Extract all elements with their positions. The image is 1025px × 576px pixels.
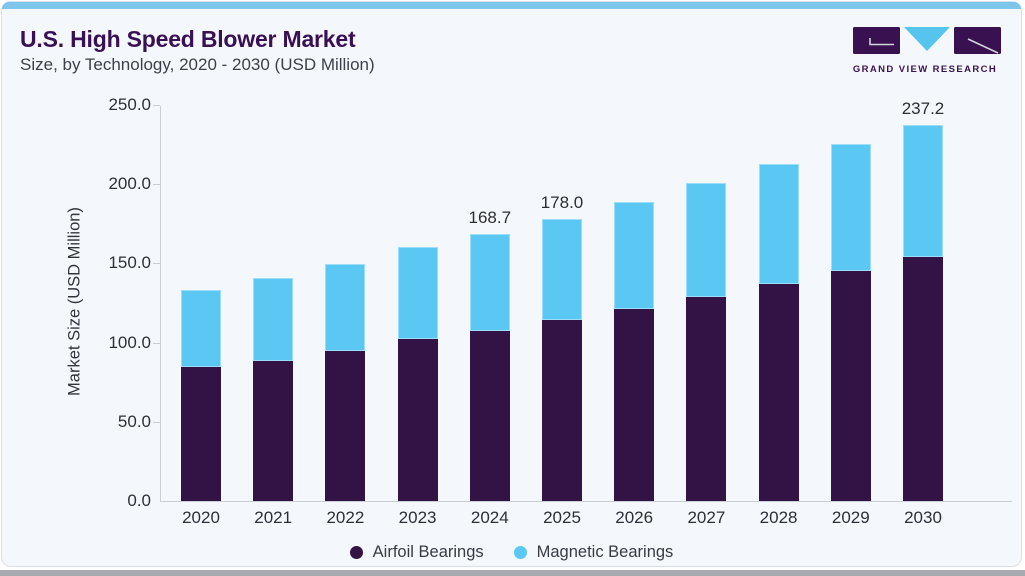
- page-subtitle: Size, by Technology, 2020 - 2030 (USD Mi…: [20, 55, 375, 75]
- y-tick-label: 150.0: [108, 253, 151, 273]
- legend-item-magnetic: Magnetic Bearings: [513, 542, 674, 562]
- y-tick-label: 250.0: [108, 95, 151, 114]
- plot-area: 0.0 50.0 100.0 150.0 200.0 250.0 2020 2021 2022 2…: [108, 96, 1012, 526]
- bar-segment-magnetic-2028: [758, 163, 799, 284]
- bar-segment-airfoil-2020: [181, 367, 221, 501]
- bar-segment-magnetic-2020: [181, 289, 221, 368]
- bar-segment-magnetic-2024: [469, 233, 510, 331]
- bar-segment-magnetic-2026: [614, 201, 655, 309]
- gvr-logo: GRAND VIEW RESEARCH: [849, 27, 1001, 75]
- y-axis-title: Market Size (USD Million): [65, 207, 84, 396]
- bar-segment-airfoil-2024: [469, 330, 510, 501]
- bar-segment-airfoil-2026: [614, 308, 655, 501]
- legend: Airfoil Bearings Magnetic Bearings: [2, 538, 1021, 566]
- y-tick-label: 0.0: [127, 491, 151, 510]
- bar-segment-magnetic-2021: [253, 278, 294, 361]
- x-tick-label-2025: 2025: [543, 508, 581, 527]
- legend-dot-airfoil-icon: [349, 545, 363, 559]
- x-tick-label-2024: 2024: [470, 508, 509, 527]
- y-tick-mark: [153, 421, 160, 423]
- y-tick-label: 200.0: [108, 174, 151, 194]
- x-tick-label-2026: 2026: [615, 508, 654, 527]
- bar-segment-airfoil-2025: [542, 320, 582, 501]
- y-tick-label: 100.0: [108, 332, 151, 352]
- bar-segment-magnetic-2030: [903, 125, 943, 258]
- y-tick-label: 50.0: [117, 411, 151, 431]
- x-tick-label-2028: 2028: [759, 508, 798, 527]
- x-tick-label-2029: 2029: [831, 508, 870, 527]
- y-tick-mark: [153, 105, 160, 106]
- bar-segment-airfoil-2029: [830, 270, 871, 501]
- y-tick-mark: [153, 342, 160, 344]
- bar-segment-airfoil-2030: [903, 257, 943, 501]
- x-tick-label-2030: 2030: [904, 508, 942, 527]
- page-title: U.S. High Speed Blower Market: [20, 26, 356, 52]
- gvr-logo-text: GRAND VIEW RESEARCH: [852, 64, 998, 75]
- legend-dot-magnetic-icon: [513, 545, 527, 559]
- bar-value-label-2030: 237.2: [901, 99, 945, 119]
- bar-value-label-2025: 178.0: [540, 193, 584, 213]
- legend-label-airfoil: Airfoil Bearings: [372, 542, 484, 561]
- x-tick-label-2021: 2021: [254, 508, 293, 527]
- x-tick-label-2020: 2020: [182, 508, 220, 527]
- bar-segment-airfoil-2021: [253, 360, 294, 501]
- x-tick-label-2023: 2023: [398, 508, 437, 527]
- x-tick-label-2027: 2027: [687, 508, 726, 527]
- header: U.S. High Speed Blower Market Size, by T…: [20, 26, 375, 76]
- legend-label-magnetic: Magnetic Bearings: [536, 542, 674, 561]
- bar-segment-magnetic-2027: [686, 182, 727, 297]
- card-top-accent: [2, 2, 1021, 9]
- bar-segment-airfoil-2027: [686, 296, 727, 501]
- y-tick-mark: [153, 263, 160, 265]
- bar-segment-magnetic-2023: [397, 247, 438, 340]
- bar-segment-airfoil-2022: [325, 350, 366, 501]
- bar-segment-magnetic-2029: [830, 143, 871, 271]
- gvr-logo-mark: [853, 27, 1001, 54]
- bar-segment-magnetic-2025: [542, 219, 582, 321]
- bar-value-label-2024: 168.7: [468, 207, 512, 227]
- page-bottom-edge: [0, 570, 1025, 576]
- legend-item-airfoil: Airfoil Bearings: [349, 542, 484, 562]
- bar-segment-magnetic-2022: [325, 264, 366, 351]
- bar-segment-airfoil-2023: [397, 339, 438, 501]
- y-tick-mark: [153, 184, 160, 186]
- chart-card: U.S. High Speed Blower Market Size, by T…: [1, 1, 1022, 567]
- x-tick-label-2022: 2022: [326, 508, 365, 527]
- bar-segment-airfoil-2028: [758, 284, 799, 501]
